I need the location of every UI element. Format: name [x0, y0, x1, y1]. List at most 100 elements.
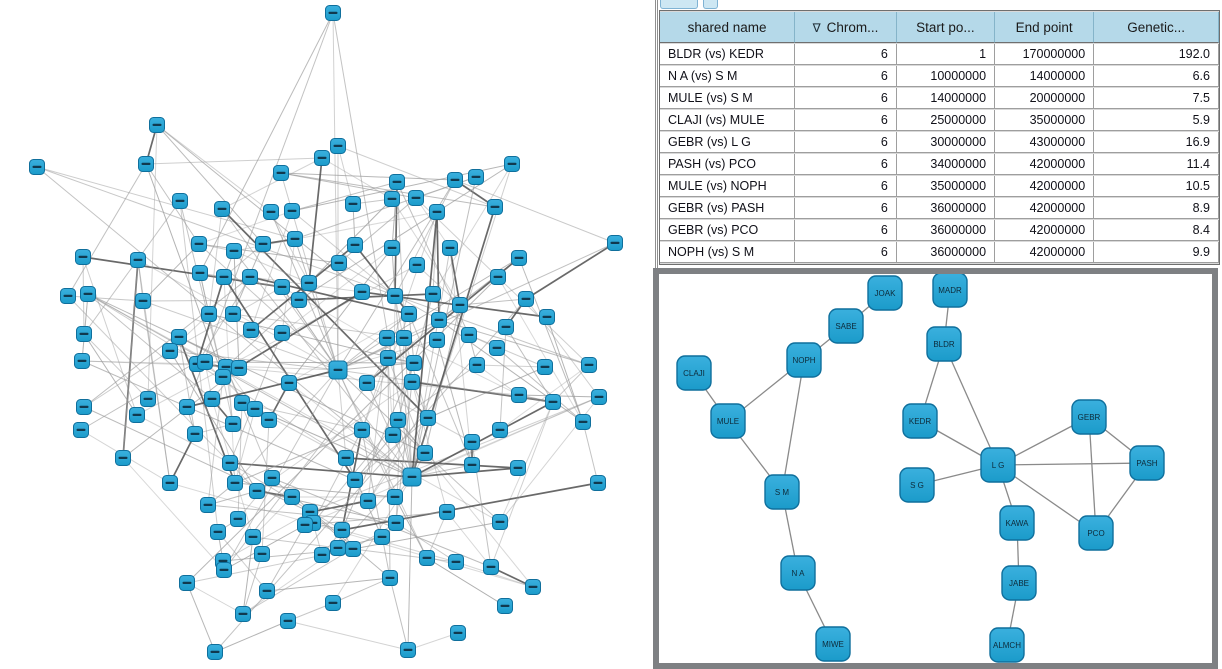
cell-shared-name[interactable]: GEBR (vs) PCO: [660, 220, 796, 241]
network-node[interactable]: [74, 353, 90, 369]
cell-value[interactable]: 10.5: [1094, 176, 1219, 197]
cell-value[interactable]: 8.9: [1094, 198, 1219, 219]
network-node[interactable]: [404, 374, 420, 390]
network-node[interactable]: [537, 359, 553, 375]
network-node[interactable]: [249, 483, 265, 499]
cell-value[interactable]: 25000000: [896, 110, 996, 131]
cell-value[interactable]: 42000000: [995, 198, 1095, 219]
network-node[interactable]: [490, 269, 506, 285]
column-header-chrom[interactable]: ∇ Chrom...: [795, 12, 897, 43]
network-node[interactable]: [281, 375, 297, 391]
network-node[interactable]: [402, 467, 422, 487]
network-node[interactable]: [354, 284, 370, 300]
network-node[interactable]: [354, 422, 370, 438]
network-node[interactable]: [492, 514, 508, 530]
network-node[interactable]: [330, 138, 346, 154]
network-node[interactable]: [76, 399, 92, 415]
network-node[interactable]: [314, 547, 330, 563]
network-node-kawa[interactable]: KAWA: [999, 505, 1035, 541]
network-node[interactable]: [384, 240, 400, 256]
network-node[interactable]: [273, 165, 289, 181]
cell-value[interactable]: 42000000: [995, 154, 1095, 175]
network-node[interactable]: [225, 306, 241, 322]
network-node-noph[interactable]: NOPH: [786, 342, 822, 378]
network-node[interactable]: [291, 292, 307, 308]
network-node[interactable]: [210, 524, 226, 540]
cell-value[interactable]: 6: [795, 176, 897, 197]
network-node[interactable]: [297, 517, 313, 533]
network-node[interactable]: [464, 457, 480, 473]
table-row[interactable]: GEBR (vs) L G 6 30000000 43000000 16.9: [660, 132, 1219, 153]
network-node[interactable]: [575, 414, 591, 430]
table-row[interactable]: N A (vs) S M 6 10000000 14000000 6.6: [660, 66, 1219, 87]
network-node-mule[interactable]: MULE: [710, 403, 746, 439]
network-node[interactable]: [345, 196, 361, 212]
network-node[interactable]: [255, 236, 271, 252]
cell-value[interactable]: 14000000: [995, 66, 1095, 87]
network-node[interactable]: [545, 394, 561, 410]
network-node[interactable]: [347, 237, 363, 253]
cell-value[interactable]: 6.6: [1094, 66, 1219, 87]
cell-value[interactable]: 35000000: [896, 176, 996, 197]
network-node[interactable]: [130, 252, 146, 268]
network-node[interactable]: [400, 642, 416, 658]
cell-value[interactable]: 34000000: [896, 154, 996, 175]
cell-value[interactable]: 6: [795, 154, 897, 175]
network-node[interactable]: [483, 559, 499, 575]
network-node[interactable]: [379, 330, 395, 346]
cell-value[interactable]: 192.0: [1094, 44, 1219, 65]
network-node[interactable]: [247, 401, 263, 417]
network-node[interactable]: [197, 354, 213, 370]
network-node[interactable]: [227, 475, 243, 491]
network-node[interactable]: [539, 309, 555, 325]
network-node[interactable]: [214, 201, 230, 217]
cell-value[interactable]: 10000000: [896, 66, 996, 87]
network-node[interactable]: [204, 391, 220, 407]
network-node[interactable]: [191, 236, 207, 252]
network-node[interactable]: [439, 504, 455, 520]
network-node-joak[interactable]: JOAK: [867, 275, 903, 311]
network-node[interactable]: [140, 391, 156, 407]
network-node[interactable]: [263, 204, 279, 220]
network-node[interactable]: [216, 562, 232, 578]
table-row[interactable]: GEBR (vs) PASH 6 36000000 42000000 8.9: [660, 198, 1219, 219]
table-row[interactable]: CLAJI (vs) MULE 6 25000000 35000000 5.9: [660, 110, 1219, 131]
cell-value[interactable]: 6: [795, 44, 897, 65]
network-node[interactable]: [171, 329, 187, 345]
network-node[interactable]: [60, 288, 76, 304]
network-node-na[interactable]: N A: [780, 555, 816, 591]
cell-value[interactable]: 6: [795, 110, 897, 131]
network-node[interactable]: [510, 460, 526, 476]
filtered-network-canvas[interactable]: JOAK MADR SABE NOPH CLAJI BLDR MULE KEDR GEBR L G…: [659, 274, 1212, 663]
cell-shared-name[interactable]: PASH (vs) PCO: [660, 154, 796, 175]
network-node[interactable]: [396, 330, 412, 346]
network-node-sabe[interactable]: SABE: [828, 308, 864, 344]
network-node[interactable]: [235, 606, 251, 622]
network-node[interactable]: [284, 489, 300, 505]
network-node[interactable]: [215, 369, 231, 385]
network-node[interactable]: [429, 204, 445, 220]
network-node[interactable]: [334, 522, 350, 538]
network-node[interactable]: [338, 450, 354, 466]
cell-value[interactable]: 7.5: [1094, 88, 1219, 109]
network-node[interactable]: [387, 489, 403, 505]
table-row[interactable]: MULE (vs) S M 6 14000000 20000000 7.5: [660, 88, 1219, 109]
network-node[interactable]: [231, 360, 247, 376]
network-node[interactable]: [135, 293, 151, 309]
network-node[interactable]: [325, 595, 341, 611]
network-node[interactable]: [360, 493, 376, 509]
network-node[interactable]: [385, 427, 401, 443]
cell-value[interactable]: 36000000: [896, 220, 996, 241]
large-network-canvas[interactable]: [0, 0, 653, 669]
cell-value[interactable]: 6: [795, 88, 897, 109]
cell-value[interactable]: 14000000: [896, 88, 996, 109]
cell-value[interactable]: 42000000: [995, 176, 1095, 197]
network-node[interactable]: [274, 325, 290, 341]
network-node[interactable]: [492, 422, 508, 438]
network-node[interactable]: [201, 306, 217, 322]
network-node[interactable]: [261, 412, 277, 428]
network-node[interactable]: [179, 399, 195, 415]
network-node[interactable]: [187, 426, 203, 442]
network-node[interactable]: [388, 515, 404, 531]
cell-value[interactable]: 9.9: [1094, 242, 1219, 263]
